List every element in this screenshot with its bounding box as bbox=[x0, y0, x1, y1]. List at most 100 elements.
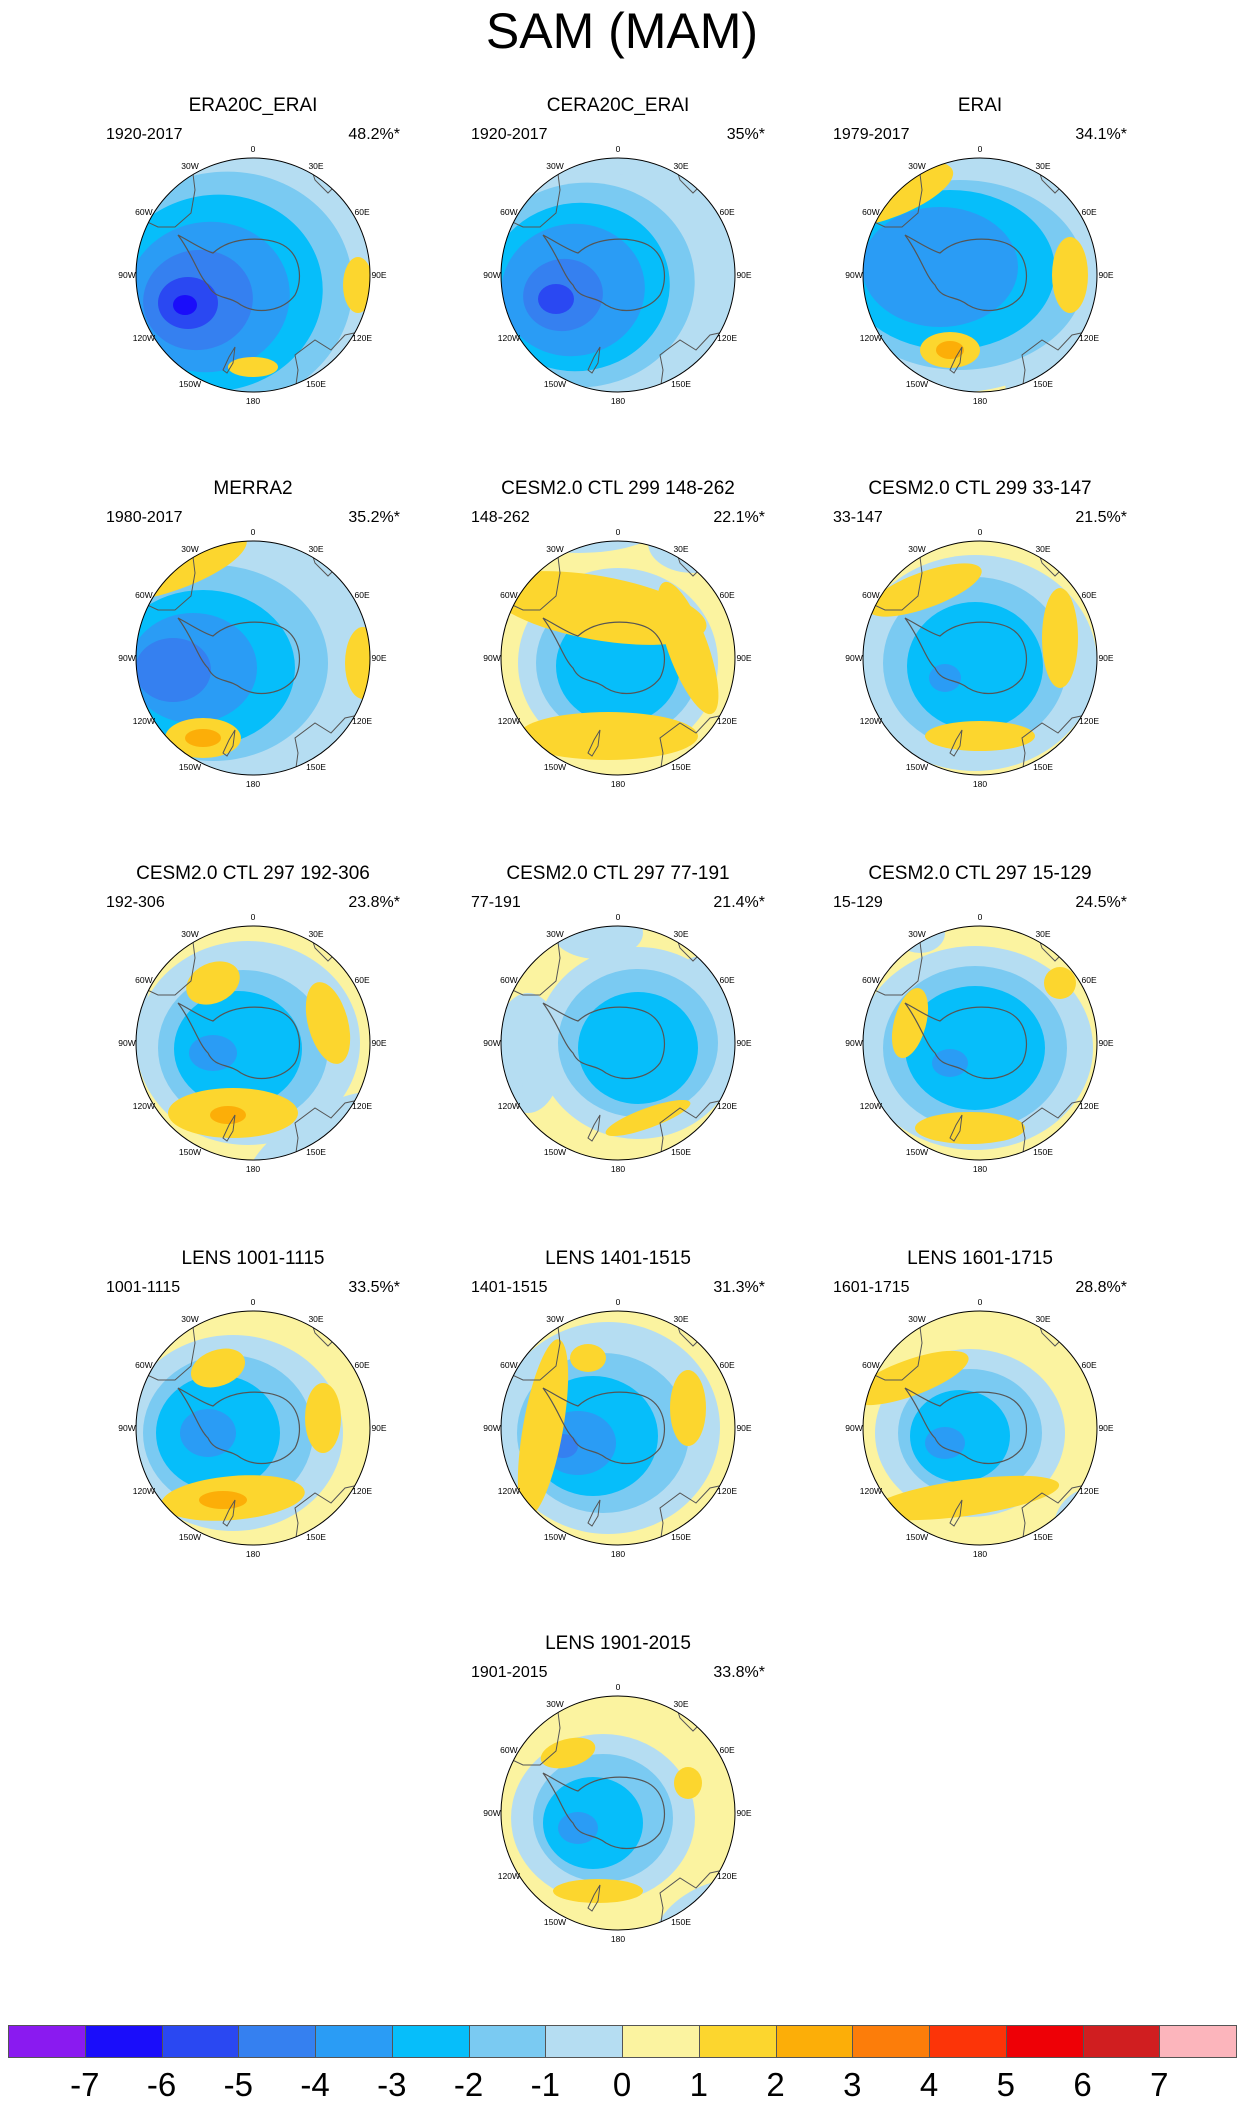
longitude-label: 30W bbox=[546, 1314, 563, 1324]
colorbar-segment bbox=[1082, 2025, 1161, 2058]
colorbar-segment bbox=[1005, 2025, 1084, 2058]
longitude-label: 120W bbox=[860, 1486, 882, 1496]
panel-percent: 22.1%* bbox=[713, 509, 765, 526]
map-boundary bbox=[500, 1310, 736, 1546]
longitude-label: 60E bbox=[720, 1360, 735, 1370]
longitude-label: 120E bbox=[352, 1101, 372, 1111]
longitude-label: 60E bbox=[355, 975, 370, 985]
new-zealand-coastline bbox=[587, 1499, 601, 1527]
field-contour bbox=[345, 627, 370, 699]
panel-percent: 24.5%* bbox=[1075, 894, 1127, 911]
map-boundary bbox=[500, 925, 736, 1161]
longitude-label: 150W bbox=[906, 1147, 928, 1157]
longitude-label: 90E bbox=[736, 1423, 751, 1433]
new-zealand-coastline bbox=[222, 1499, 236, 1527]
field-contour bbox=[605, 1099, 691, 1137]
polar-map: 0 30E 60E 90E 120E 150E 180 150W 120W 90W 60W 30W bbox=[845, 527, 1150, 816]
map-panel: CESM2.0 CTL 299 33-147 33-147 21.5%* 0 30E 60… bbox=[797, 478, 1163, 838]
antarctica-coastline bbox=[542, 1772, 666, 1850]
panel-years: 1920-2017 bbox=[106, 126, 183, 143]
field-contour bbox=[868, 563, 982, 617]
longitude-label: 150E bbox=[306, 762, 326, 772]
panel-title: LENS 1001-1115 bbox=[181, 1248, 325, 1269]
longitude-label: 60W bbox=[862, 1360, 879, 1370]
colorbar-label: -6 bbox=[146, 2066, 177, 2103]
new-zealand-coastline bbox=[587, 1114, 601, 1142]
longitude-label: 90E bbox=[736, 1038, 751, 1048]
colorbar-label: 6 bbox=[1073, 2066, 1092, 2103]
longitude-label: 30W bbox=[181, 929, 198, 939]
longitude-label: 60W bbox=[135, 590, 152, 600]
field-contour bbox=[538, 284, 574, 314]
colorbar-segment bbox=[315, 2025, 393, 2058]
longitude-label: 150E bbox=[671, 1147, 691, 1157]
longitude-label: 180 bbox=[611, 396, 625, 406]
new-zealand-coastline bbox=[949, 729, 963, 757]
antarctica-coastline bbox=[177, 1002, 301, 1080]
colorbar-label: -3 bbox=[377, 2066, 407, 2103]
map-boundary bbox=[500, 157, 736, 393]
longitude-label: 120E bbox=[1079, 333, 1099, 343]
colorbar-label: -2 bbox=[453, 2066, 484, 2103]
longitude-label: 60E bbox=[720, 1745, 735, 1755]
longitude-label: 60E bbox=[355, 590, 370, 600]
polar-map: 0 30E 60E 90E 120E 150E 180 150W 120W 90W 60W 30W bbox=[483, 1682, 752, 1944]
longitude-label: 60W bbox=[862, 975, 879, 985]
longitude-label: 120W bbox=[498, 1101, 520, 1111]
longitude-label: 60E bbox=[355, 207, 370, 217]
colorbar-label: -5 bbox=[223, 2066, 253, 2103]
longitude-label: 0 bbox=[251, 912, 256, 922]
panel-title: MERRA2 bbox=[213, 478, 293, 499]
polar-map: 0 30E 60E 90E 120E 150E 180 150W 120W 90W 60W 30W bbox=[118, 1297, 387, 1559]
field-contour bbox=[363, 541, 370, 598]
longitude-label: 30E bbox=[308, 929, 323, 939]
field-contour bbox=[583, 158, 673, 175]
longitude-label: 60W bbox=[862, 207, 879, 217]
field-contour bbox=[863, 727, 900, 775]
field-contour bbox=[173, 295, 197, 315]
longitude-label: 60W bbox=[500, 590, 517, 600]
antarctica-coastline bbox=[904, 1002, 1028, 1080]
panel-years: 1920-2017 bbox=[471, 126, 548, 143]
longitude-label: 30W bbox=[546, 1699, 563, 1709]
field-contour bbox=[343, 257, 370, 313]
field-contour bbox=[199, 1491, 247, 1509]
map-panel: MERRA2 1980-2017 35.2%* 0 30E 60E 90E 120E 150E 1… bbox=[70, 478, 436, 838]
colorbar-label: -1 bbox=[530, 2066, 560, 2103]
colorbar-segment bbox=[545, 2025, 623, 2058]
longitude-label: 30W bbox=[908, 544, 925, 554]
new-zealand-coastline bbox=[222, 346, 236, 374]
longitude-label: 150E bbox=[1033, 379, 1053, 389]
longitude-label: 30W bbox=[181, 161, 198, 171]
panel-title: CESM2.0 CTL 299 33-147 bbox=[868, 478, 1092, 499]
field-contour bbox=[925, 721, 1035, 751]
field-contour bbox=[1004, 316, 1076, 392]
longitude-label: 180 bbox=[973, 1164, 987, 1174]
new-zealand-coastline bbox=[949, 1114, 963, 1142]
field-contour bbox=[1050, 780, 1150, 816]
panel-percent: 31.3%* bbox=[713, 1279, 765, 1296]
figure-title: SAM (MAM) bbox=[485, 3, 759, 59]
longitude-label: 90E bbox=[736, 270, 751, 280]
longitude-label: 150E bbox=[671, 1917, 691, 1927]
colorbar: -7 -6 -5 -4 -3 -2 -1 0 1 2 3 4 5 6 7 bbox=[8, 2025, 1237, 2107]
field-contour bbox=[670, 1370, 706, 1446]
longitude-label: 150W bbox=[179, 1532, 201, 1542]
australia-coastline bbox=[1021, 712, 1096, 775]
field-contour bbox=[830, 123, 890, 135]
map-boundary bbox=[500, 1695, 736, 1931]
longitude-label: 150E bbox=[671, 379, 691, 389]
polar-map: 0 30E 60E 90E 120E 150E 180 150W 120W 90W 60W 30W bbox=[845, 1297, 1114, 1559]
colorbar-segment bbox=[161, 2025, 240, 2058]
field-contour bbox=[180, 1409, 236, 1457]
panel-years: 1601-1715 bbox=[833, 1279, 910, 1296]
longitude-label: 30E bbox=[1035, 1314, 1050, 1324]
longitude-label: 90W bbox=[845, 1038, 862, 1048]
longitude-label: 120E bbox=[1079, 1101, 1099, 1111]
panel-years: 1980-2017 bbox=[106, 509, 183, 526]
panel-title: CESM2.0 CTL 299 148-262 bbox=[501, 478, 735, 499]
panel-years: 77-191 bbox=[471, 894, 521, 911]
longitude-label: 90W bbox=[845, 653, 862, 663]
longitude-label: 0 bbox=[616, 1297, 621, 1307]
australia-coastline bbox=[659, 1097, 734, 1160]
